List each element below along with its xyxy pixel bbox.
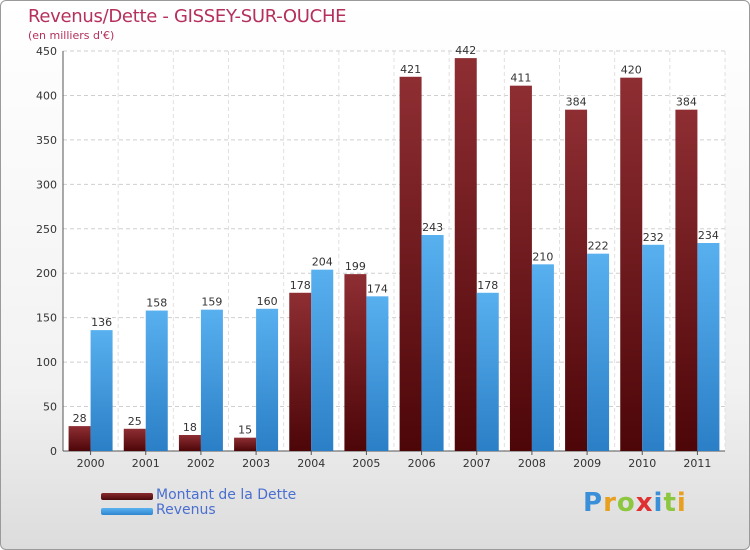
bar-revenus bbox=[200, 309, 223, 451]
bar-revenus bbox=[421, 235, 444, 451]
x-tick-label: 2002 bbox=[187, 457, 215, 470]
data-label-dette: 178 bbox=[290, 279, 311, 292]
bar-revenus bbox=[697, 243, 720, 451]
bar-dette bbox=[178, 435, 201, 451]
logo-letter: r bbox=[603, 488, 617, 518]
data-label-revenus: 174 bbox=[367, 282, 388, 295]
data-label-dette: 28 bbox=[73, 412, 87, 425]
y-tick-label: 250 bbox=[36, 223, 57, 236]
data-label-revenus: 234 bbox=[698, 229, 719, 242]
y-tick-label: 150 bbox=[36, 312, 57, 325]
logo-letter: i bbox=[676, 488, 687, 518]
x-tick-label: 2003 bbox=[242, 457, 270, 470]
data-label-dette: 18 bbox=[183, 421, 197, 434]
data-label-dette: 442 bbox=[455, 44, 476, 57]
data-label-revenus: 243 bbox=[422, 221, 443, 234]
bar-dette bbox=[234, 437, 257, 451]
chart-subtitle: (en milliers d'€) bbox=[28, 29, 115, 42]
data-label-revenus: 160 bbox=[257, 295, 278, 308]
y-tick-label: 0 bbox=[50, 445, 57, 458]
y-tick-label: 450 bbox=[36, 45, 57, 58]
data-label-dette: 421 bbox=[400, 63, 421, 76]
y-tick-label: 100 bbox=[36, 356, 57, 369]
logo-letter: x bbox=[635, 488, 654, 518]
bar-dette bbox=[344, 274, 367, 451]
data-label-revenus: 159 bbox=[201, 296, 222, 309]
legend-label-dette: Montant de la Dette bbox=[156, 487, 297, 503]
data-label-dette: 411 bbox=[510, 72, 531, 85]
data-label-revenus: 178 bbox=[477, 279, 498, 292]
bar-revenus bbox=[531, 264, 554, 451]
x-tick-label: 2001 bbox=[132, 457, 160, 470]
legend-swatch-revenus bbox=[101, 508, 153, 515]
data-label-revenus: 222 bbox=[588, 240, 609, 253]
y-tick-label: 200 bbox=[36, 267, 57, 280]
chart-title: Revenus/Dette - GISSEY-SUR-OUCHE bbox=[28, 6, 347, 27]
bar-revenus bbox=[476, 292, 499, 451]
x-tick-label: 2006 bbox=[408, 457, 436, 470]
data-label-revenus: 204 bbox=[312, 256, 333, 269]
y-tick-label: 400 bbox=[36, 89, 57, 102]
bar-dette bbox=[289, 292, 312, 451]
bar-dette bbox=[399, 76, 422, 452]
x-tick-label: 2007 bbox=[463, 457, 491, 470]
bar-dette bbox=[123, 428, 146, 451]
proxiti-logo: Proxiti bbox=[583, 488, 687, 518]
logo-letter: P bbox=[583, 488, 604, 518]
x-tick-label: 2009 bbox=[573, 457, 601, 470]
bar-revenus bbox=[366, 296, 389, 451]
logo-letter: i bbox=[653, 488, 664, 518]
bar-dette bbox=[68, 426, 91, 451]
data-label-dette: 384 bbox=[566, 96, 587, 109]
data-label-revenus: 232 bbox=[643, 231, 664, 244]
data-label-dette: 15 bbox=[238, 424, 252, 437]
data-label-dette: 384 bbox=[676, 96, 697, 109]
bar-dette bbox=[565, 109, 588, 452]
data-label-dette: 420 bbox=[621, 64, 642, 77]
data-label-revenus: 158 bbox=[146, 297, 167, 310]
legend-swatch-dette bbox=[101, 493, 153, 500]
x-tick-label: 2004 bbox=[297, 457, 325, 470]
x-tick-label: 2000 bbox=[77, 457, 105, 470]
x-tick-label: 2010 bbox=[628, 457, 656, 470]
bar-revenus bbox=[256, 308, 279, 451]
data-label-revenus: 136 bbox=[91, 316, 112, 329]
y-tick-label: 350 bbox=[36, 134, 57, 147]
y-tick-label: 50 bbox=[43, 401, 57, 414]
data-label-revenus: 210 bbox=[532, 250, 553, 263]
logo-letter: t bbox=[663, 488, 677, 518]
x-tick-label: 2011 bbox=[683, 457, 711, 470]
x-tick-label: 2008 bbox=[518, 457, 546, 470]
y-tick-label: 300 bbox=[36, 178, 57, 191]
bar-revenus bbox=[587, 253, 610, 451]
bar-dette bbox=[454, 58, 477, 451]
bar-dette bbox=[675, 109, 698, 452]
logo-letter: o bbox=[616, 488, 636, 518]
bar-revenus bbox=[311, 269, 334, 451]
x-tick-label: 2005 bbox=[352, 457, 380, 470]
data-label-dette: 199 bbox=[345, 260, 366, 273]
bar-revenus bbox=[642, 244, 665, 451]
bar-dette bbox=[620, 77, 643, 452]
bar-revenus bbox=[145, 310, 168, 451]
data-label-dette: 25 bbox=[128, 415, 142, 428]
bar-dette bbox=[509, 85, 532, 452]
bar-revenus bbox=[90, 330, 113, 451]
legend-label-revenus: Revenus bbox=[156, 502, 216, 518]
